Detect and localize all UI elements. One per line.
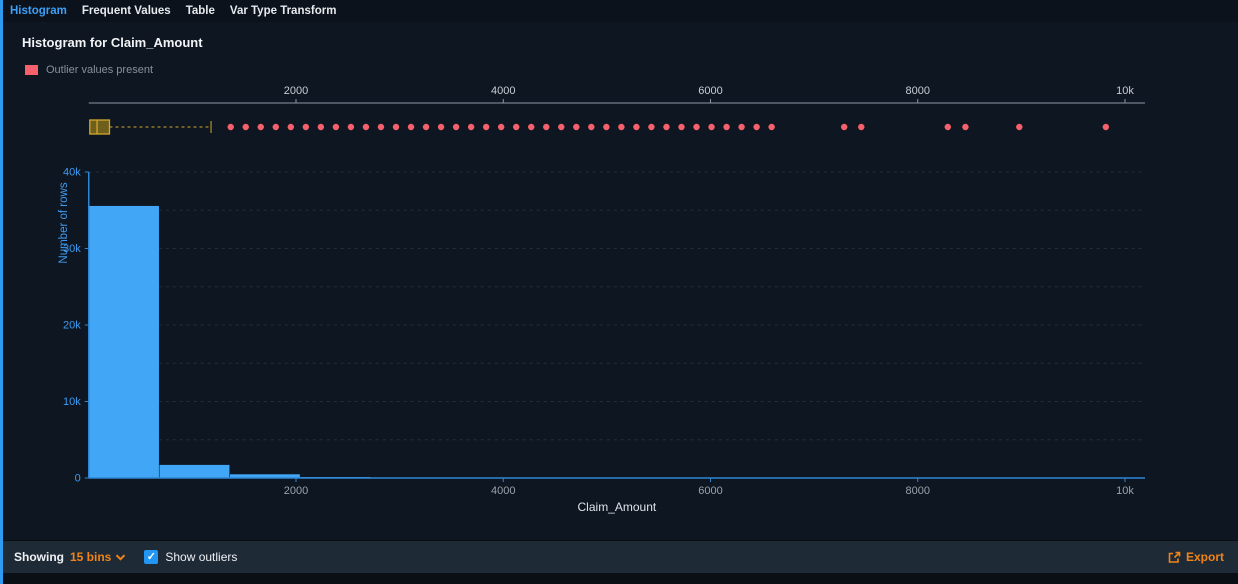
chevron-down-icon (116, 553, 126, 561)
outlier-dot[interactable] (618, 123, 625, 131)
outlier-dot[interactable] (944, 123, 952, 131)
outlier-dot[interactable] (452, 123, 460, 131)
outlier-dot[interactable] (1102, 123, 1110, 131)
outlier-dot[interactable] (257, 123, 264, 131)
y-axis-tick-label: 40k (63, 167, 81, 179)
checkbox-checked-icon: ✓ (144, 550, 159, 564)
outlier-dot[interactable] (497, 123, 505, 131)
histogram-bar[interactable] (229, 473, 301, 479)
histogram-bar[interactable] (158, 464, 230, 479)
outlier-dot[interactable] (317, 123, 325, 131)
outlier-dot[interactable] (633, 123, 640, 131)
show-outliers-label: Show outliers (165, 550, 238, 564)
outlier-dot[interactable] (347, 123, 355, 131)
outlier-dot[interactable] (723, 123, 730, 131)
top-axis-tick-label: 6000 (698, 85, 722, 97)
outlier-dot[interactable] (708, 123, 715, 131)
outlier-legend-swatch (25, 65, 38, 75)
showing-label: Showing (14, 550, 64, 564)
boxplot-box[interactable] (89, 119, 111, 135)
tab-frequent-values[interactable]: Frequent Values (81, 5, 171, 17)
histogram-bar[interactable] (299, 476, 371, 479)
outlier-dot[interactable] (422, 123, 430, 131)
x-axis-tick-label: 2000 (284, 485, 308, 497)
outlier-dot[interactable] (858, 123, 865, 131)
outlier-dot[interactable] (840, 123, 848, 131)
outlier-dot[interactable] (693, 123, 700, 131)
y-axis-title: Number of rows (58, 182, 70, 263)
top-axis-tick-label: 8000 (906, 85, 930, 97)
outlier-dot[interactable] (407, 123, 415, 131)
outlier-dot[interactable] (663, 123, 670, 131)
tab-bar: Histogram Frequent Values Table Var Type… (0, 0, 1238, 22)
tab-histogram[interactable]: Histogram (10, 5, 67, 17)
outlier-dot[interactable] (528, 123, 535, 131)
outlier-dot[interactable] (227, 123, 234, 131)
x-axis-tick-label: 10k (1116, 485, 1134, 497)
outlier-dot[interactable] (302, 123, 310, 131)
bottom-strip (0, 573, 1238, 584)
outlier-dot[interactable] (1016, 123, 1023, 131)
outlier-dot[interactable] (648, 123, 655, 131)
outlier-dot[interactable] (753, 123, 760, 131)
tab-var-type-transform[interactable]: Var Type Transform (229, 5, 337, 17)
outlier-dot[interactable] (513, 123, 520, 131)
show-outliers-checkbox[interactable]: ✓ Show outliers (144, 550, 237, 564)
outlier-dot[interactable] (573, 123, 580, 131)
tab-table[interactable]: Table (185, 5, 215, 17)
outlier-dot[interactable] (558, 123, 565, 131)
outlier-dot[interactable] (588, 123, 595, 131)
outlier-dot[interactable] (603, 123, 610, 131)
bins-value: 15 bins (70, 550, 112, 564)
outlier-dot[interactable] (437, 123, 445, 131)
outlier-dot[interactable] (467, 123, 475, 131)
y-axis-tick-label: 0 (75, 473, 81, 485)
histogram-chart: 2000 4000 6000 8000 10k 0 10k 20k 30k 40k 2000 4000… (58, 85, 1146, 514)
top-axis-tick-label: 2000 (284, 85, 308, 97)
outlier-legend-label: Outlier values present (46, 64, 153, 76)
outlier-dot[interactable] (543, 123, 550, 131)
top-axis-tick-label: 4000 (491, 85, 515, 97)
outlier-dot[interactable] (362, 123, 370, 131)
x-axis-title: Claim_Amount (578, 500, 657, 514)
outlier-dot[interactable] (678, 123, 685, 131)
outlier-dot[interactable] (287, 123, 295, 131)
histogram-bar[interactable] (88, 205, 160, 479)
page-title: Histogram for Claim_Amount (22, 35, 203, 50)
export-icon (1168, 551, 1181, 563)
x-axis-tick-label: 6000 (698, 485, 722, 497)
histogram-bar[interactable] (370, 477, 442, 479)
footer-bar: Showing 15 bins ✓ Show outliers Export (0, 540, 1238, 573)
y-axis-tick-label: 20k (63, 320, 81, 332)
bins-dropdown[interactable]: 15 bins (70, 550, 126, 564)
export-button[interactable]: Export (1167, 550, 1224, 564)
outlier-dot[interactable] (962, 123, 969, 131)
export-label: Export (1185, 550, 1224, 564)
outlier-dot[interactable] (392, 123, 400, 131)
top-axis-tick-label: 10k (1116, 85, 1134, 97)
outlier-dot[interactable] (482, 123, 490, 131)
legend: Outlier values present (25, 64, 153, 76)
outlier-dot[interactable] (768, 123, 775, 131)
y-axis-tick-label: 30k (63, 243, 81, 255)
left-accent-bar (0, 0, 3, 584)
x-axis-tick-label: 8000 (906, 485, 930, 497)
outlier-dot[interactable] (272, 123, 279, 131)
outlier-dot[interactable] (242, 123, 249, 131)
outlier-dot[interactable] (738, 123, 745, 131)
outlier-dot[interactable] (377, 123, 385, 131)
outlier-dot[interactable] (332, 123, 340, 131)
x-axis-tick-label: 4000 (491, 485, 515, 497)
y-axis-tick-label: 10k (63, 396, 81, 408)
